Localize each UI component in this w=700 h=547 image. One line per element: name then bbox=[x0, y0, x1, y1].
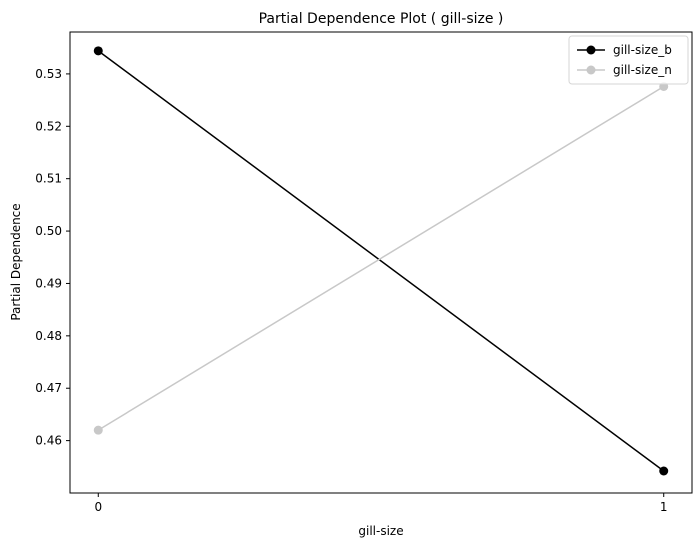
y-tick-label: 0.53 bbox=[35, 67, 62, 81]
y-tick-label: 0.49 bbox=[35, 276, 62, 290]
legend-box bbox=[568, 35, 689, 85]
data-point-gill-size_b bbox=[659, 466, 669, 476]
legend-label: gill-size_b bbox=[613, 43, 672, 57]
series-line-gill-size_b bbox=[97, 50, 665, 472]
y-tick-label: 0.47 bbox=[35, 381, 62, 395]
chart-title: Partial Dependence Plot ( gill-size ) bbox=[259, 11, 504, 27]
x-tick-label: 1 bbox=[660, 500, 668, 514]
legend-swatch-marker bbox=[586, 45, 596, 55]
y-axis: 0.46 0.47 0.48 0.49 0.50 0.51 0.52 0.53 bbox=[35, 67, 70, 448]
series-layer bbox=[93, 46, 669, 476]
data-point-gill-size_b bbox=[93, 46, 103, 56]
legend-label: gill-size_n bbox=[613, 63, 672, 77]
series-line-gill-size_n bbox=[97, 85, 665, 431]
legend: gill-size_b gill-size_n bbox=[568, 35, 689, 85]
y-tick-label: 0.48 bbox=[35, 329, 62, 343]
legend-swatch-marker bbox=[586, 65, 596, 75]
x-axis-label: gill-size bbox=[358, 524, 403, 538]
y-tick-label: 0.52 bbox=[35, 119, 62, 133]
y-tick-label: 0.50 bbox=[35, 224, 62, 238]
y-tick-label: 0.46 bbox=[35, 434, 62, 448]
plot-area-frame bbox=[69, 31, 693, 494]
y-tick-label: 0.51 bbox=[35, 172, 62, 186]
data-point-gill-size_n bbox=[93, 425, 103, 435]
x-tick-label: 0 bbox=[94, 500, 102, 514]
y-axis-label: Partial Dependence bbox=[9, 203, 23, 320]
